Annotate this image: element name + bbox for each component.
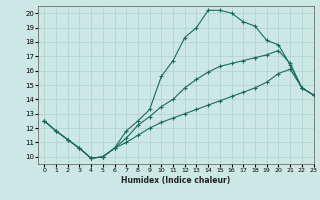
X-axis label: Humidex (Indice chaleur): Humidex (Indice chaleur) bbox=[121, 176, 231, 185]
